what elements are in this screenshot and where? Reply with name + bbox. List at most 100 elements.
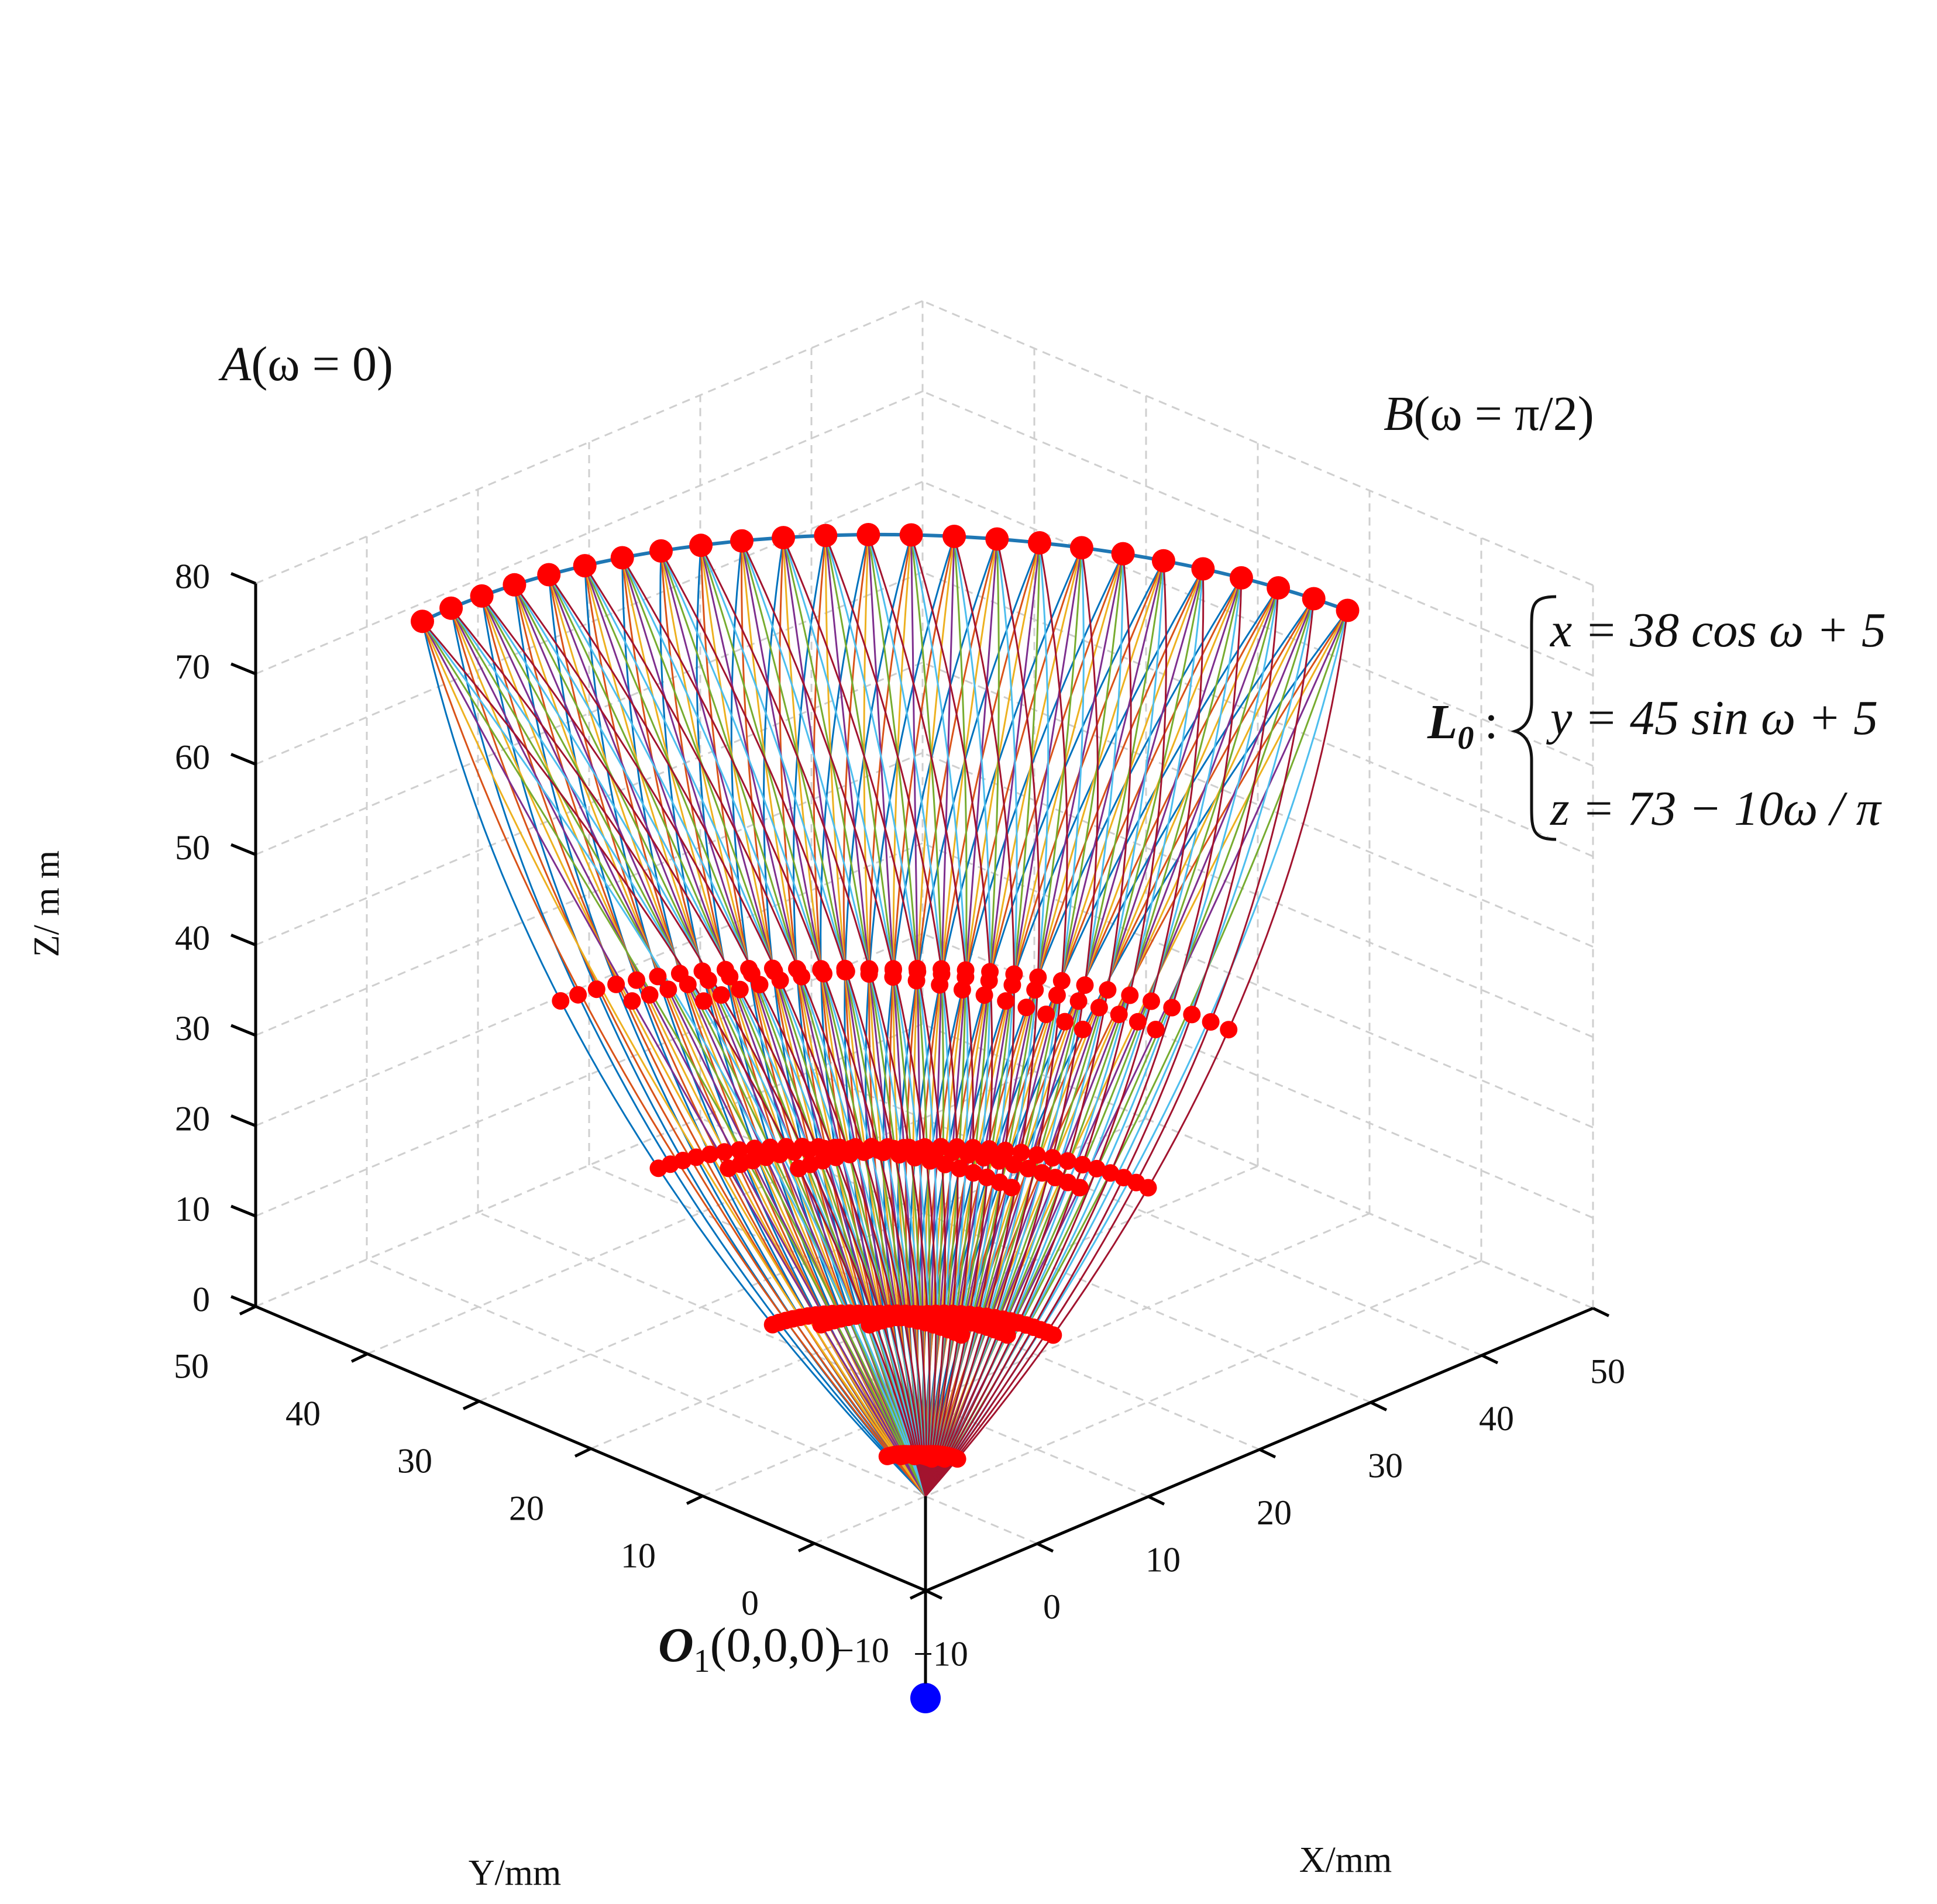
z-tick-label: 0 <box>192 1280 210 1319</box>
trajectory-curve <box>924 553 1124 1497</box>
level-marker <box>900 1138 918 1156</box>
trajectory-curve <box>782 537 947 1497</box>
level-marker <box>721 968 739 986</box>
trajectory-curve <box>924 548 1099 1497</box>
level-marker <box>908 959 926 977</box>
trajectory-curve <box>924 569 1205 1497</box>
level-marker <box>731 980 749 999</box>
level-marker <box>1033 1164 1051 1182</box>
level-marker <box>815 965 832 983</box>
x-tick-label: −10 <box>913 1635 968 1674</box>
level-marker <box>1129 1013 1147 1031</box>
trajectory-curve <box>924 577 1243 1497</box>
trajectory-curve <box>924 598 1315 1497</box>
level-marker <box>1202 1013 1220 1031</box>
trajectory-curve <box>421 621 927 1497</box>
target-point-marker <box>1191 557 1215 581</box>
svg-text:L0:: L0: <box>1427 695 1498 756</box>
level-marker <box>569 986 587 1004</box>
annotation-origin-paren: (0,0,0) <box>710 1618 841 1672</box>
level-marker <box>1121 986 1139 1004</box>
x-tick-mark <box>1147 1495 1165 1506</box>
level-marker <box>770 1145 789 1163</box>
level-marker <box>771 971 789 989</box>
level-marker <box>951 1159 969 1177</box>
level-marker <box>1114 1169 1133 1187</box>
level-marker <box>855 1143 873 1161</box>
trajectory-curve <box>924 542 1068 1497</box>
target-point-marker <box>439 596 463 620</box>
trajectory-curve <box>924 539 1040 1497</box>
level-marker <box>932 1138 950 1156</box>
equation-name: L <box>1427 695 1457 749</box>
level-marker <box>1012 1144 1030 1162</box>
trajectory-curve <box>450 608 927 1497</box>
level-marker <box>978 1168 996 1186</box>
z-tick-mark <box>230 1204 256 1218</box>
equation-line-2: y = 45 sin ω + 5 <box>1546 691 1878 745</box>
trajectory-curve <box>924 610 1348 1497</box>
level-marker <box>885 1139 903 1158</box>
level-marker <box>757 1148 775 1166</box>
target-point-marker <box>503 573 527 597</box>
trajectory-curve <box>481 595 927 1497</box>
target-point-marker <box>942 525 966 548</box>
level-marker <box>679 976 697 993</box>
axes <box>230 572 1610 1600</box>
level-marker <box>964 1139 982 1157</box>
level-marker <box>730 1141 748 1159</box>
level-marker <box>659 980 677 999</box>
target-point-marker <box>411 610 434 633</box>
level-marker <box>715 1143 734 1161</box>
y-tick-label: 10 <box>621 1537 656 1575</box>
trajectory-curve <box>421 621 927 1497</box>
level-marker <box>957 961 975 979</box>
target-point-marker <box>649 539 673 563</box>
equation-colon: : <box>1484 695 1498 749</box>
trajectory-curve <box>514 584 927 1497</box>
level-marker <box>607 975 625 993</box>
level-marker <box>694 992 713 1010</box>
target-point-marker <box>1267 576 1291 600</box>
level-marker <box>649 1159 668 1177</box>
x-tick-mark <box>1592 1307 1610 1317</box>
grid-line-wall-x-horizontal <box>922 571 1594 858</box>
trajectory-curves <box>421 532 1348 1497</box>
level-marker <box>790 1159 808 1177</box>
x-tick-label: 10 <box>1145 1541 1181 1579</box>
level-marker <box>641 986 659 1004</box>
z-tick-label: 40 <box>175 919 210 958</box>
z-tick-label: 50 <box>175 828 210 867</box>
level-marker <box>916 1138 934 1156</box>
z-axis-label: Z/ m m <box>27 851 67 958</box>
grid-line-wall-x-horizontal <box>922 481 1594 767</box>
level-marker <box>1046 1169 1064 1187</box>
level-marker <box>884 960 902 978</box>
z-tick-mark <box>230 572 256 585</box>
annotation-origin: O1(0,0,0) <box>658 1618 841 1679</box>
x-tick-label: 30 <box>1368 1447 1403 1485</box>
level-marker <box>1183 1006 1201 1024</box>
level-marker <box>1102 1164 1120 1182</box>
y-tick-label: −10 <box>834 1631 889 1670</box>
target-point-marker <box>1336 598 1360 622</box>
annotation-origin-letter: O <box>658 1618 694 1672</box>
equation-brace <box>1511 595 1557 841</box>
trajectory-curve <box>421 621 927 1497</box>
trajectory-curve <box>741 540 937 1497</box>
y-tick-mark <box>909 1589 927 1600</box>
y-tick-mark <box>686 1495 704 1505</box>
target-point-marker <box>1151 549 1175 573</box>
level-marker <box>996 1141 1014 1159</box>
level-marker <box>1099 981 1117 999</box>
trajectory-curve <box>700 545 931 1497</box>
y-tick-label: 40 <box>285 1395 321 1433</box>
target-point-marker <box>1028 531 1051 555</box>
target-point-marker <box>470 584 494 608</box>
target-point-marker <box>573 554 597 578</box>
trajectory-curve <box>660 550 927 1497</box>
level-marker <box>1076 976 1094 994</box>
z-tick-mark <box>230 662 256 676</box>
trajectory-curve <box>548 574 927 1497</box>
